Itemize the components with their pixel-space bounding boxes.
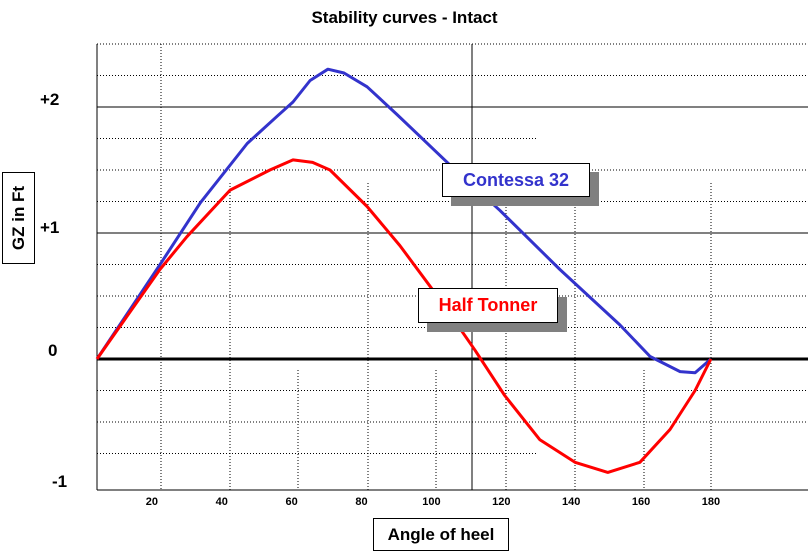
x-tick-label: 180 [702,496,720,508]
y-tick-label: -1 [52,472,68,491]
legend-half-tonner: Half Tonner [418,288,558,323]
y-tick-label: +1 [40,218,60,237]
series-line-half-tonner [95,158,713,474]
x-tick-label: 160 [632,496,650,508]
y-tick-label: 0 [48,341,58,360]
x-tick-label: 60 [286,496,298,508]
y-axis-label-box: GZ in Ft [2,172,35,264]
x-tick-label: 120 [492,496,510,508]
y-tick-label: +2 [40,90,60,109]
x-tick-label: 140 [562,496,580,508]
x-tick-label: 40 [216,496,228,508]
x-tick-label: 100 [422,496,440,508]
legend-contessa-32: Contessa 32 [442,163,590,197]
x-tick-label: 80 [355,496,367,508]
y-axis-label: GZ in Ft [8,185,28,251]
chart-title: Stability curves - Intact [311,8,498,27]
x-axis-label: Angle of heel [373,518,509,551]
series-line-contessa-32 [95,67,712,375]
x-tick-label: 20 [146,496,158,508]
